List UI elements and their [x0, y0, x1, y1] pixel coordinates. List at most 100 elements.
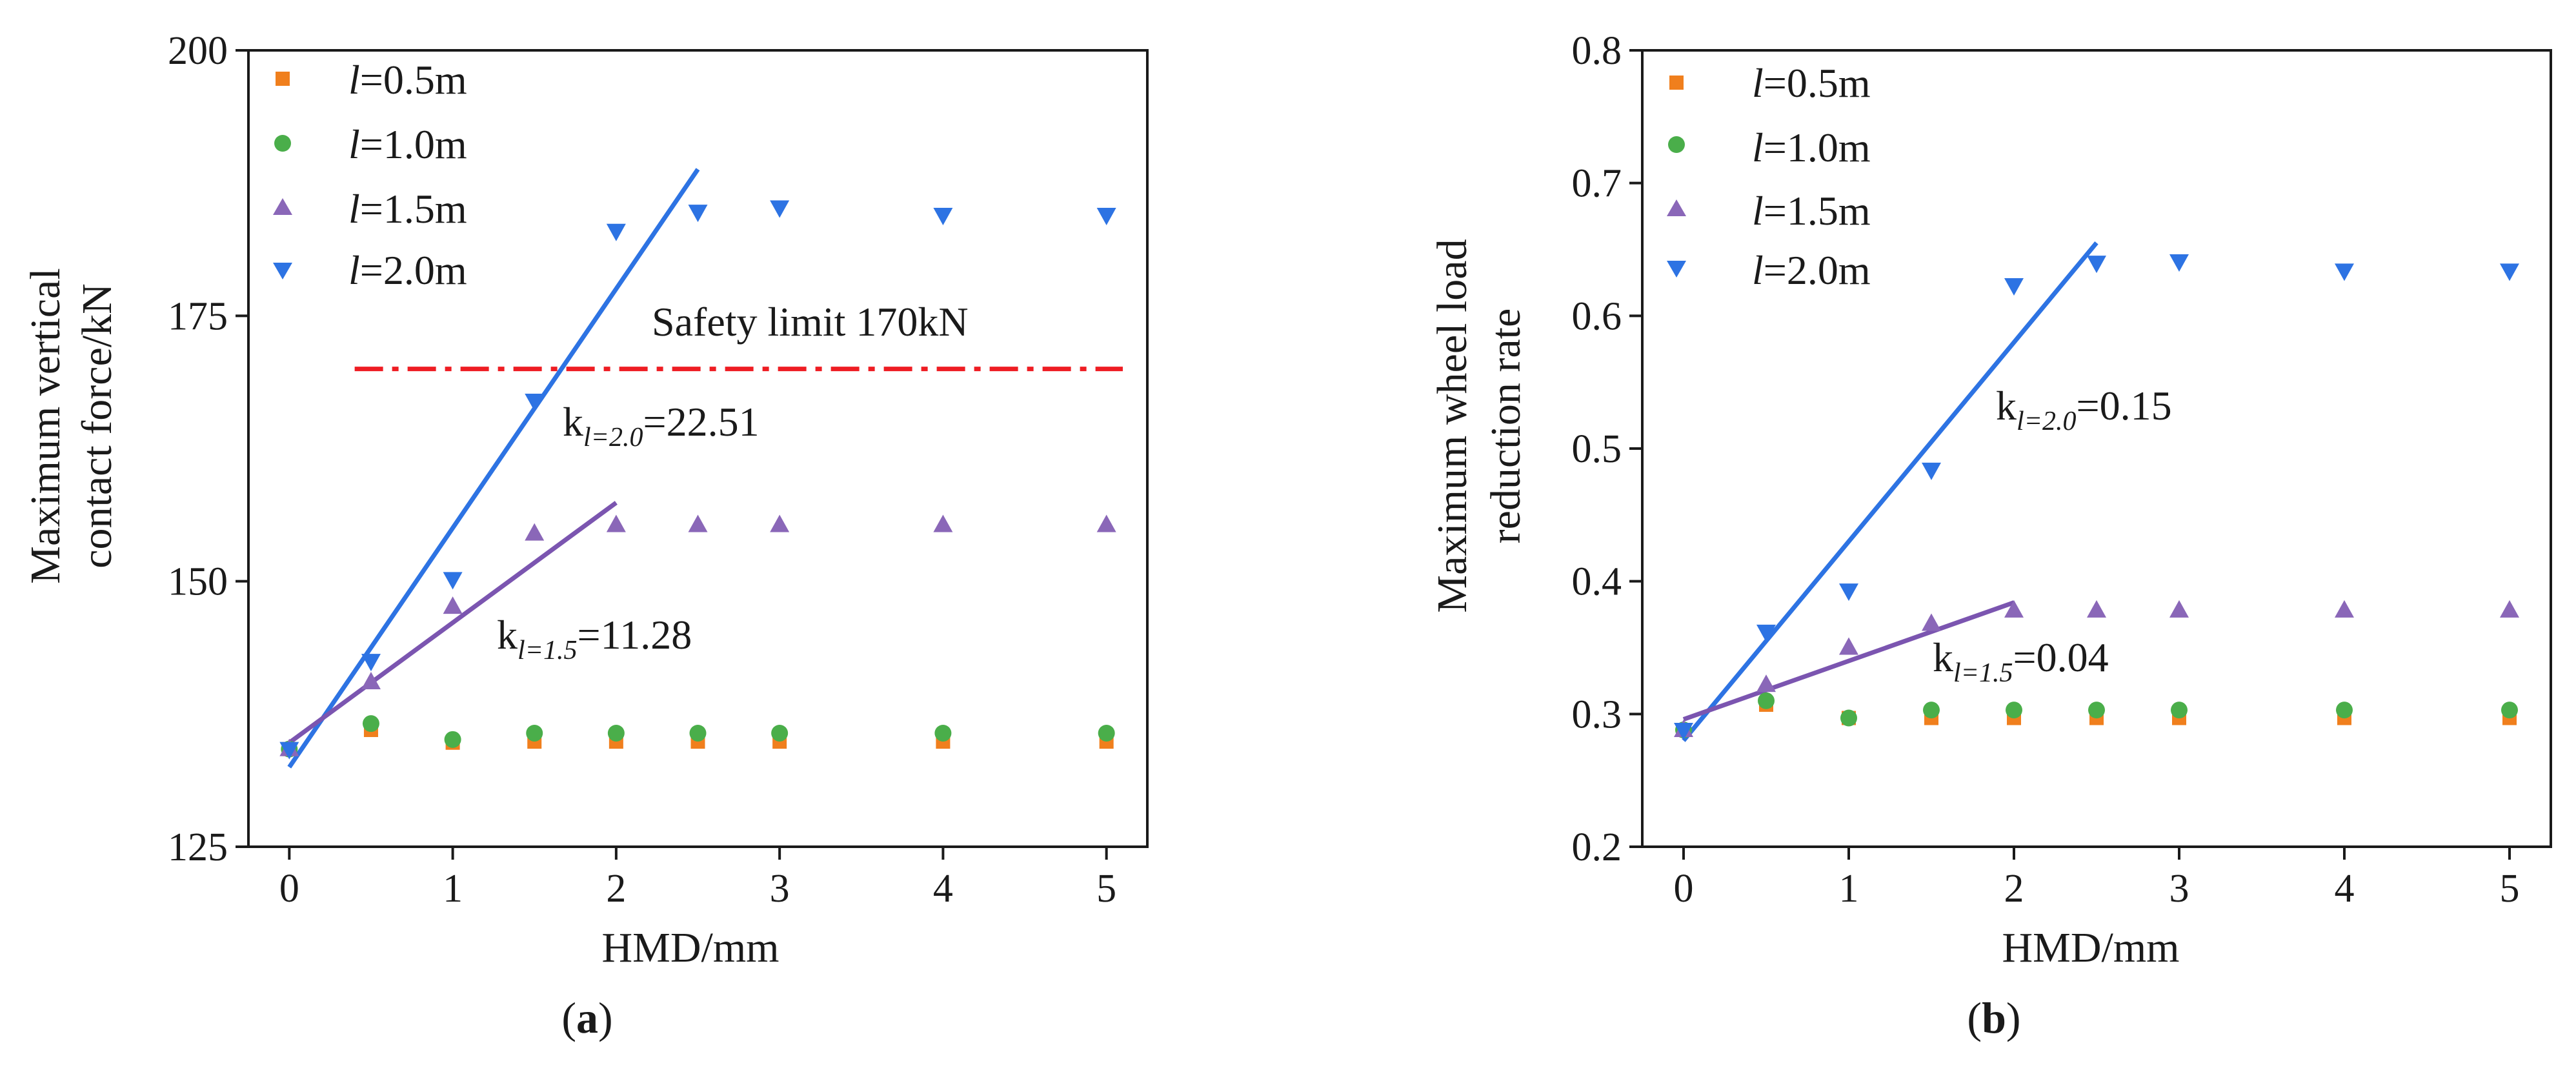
- panel-b-ytick-label-0.2: 0.2: [1572, 825, 1622, 869]
- panel-a-legend-l20-text: =2.0m: [360, 247, 467, 293]
- panel-a-fit-line-l-15: [288, 501, 618, 745]
- svg-text:l=0.5m: l=0.5m: [348, 57, 467, 103]
- panel-a-legend-l10-text: =1.0m: [360, 121, 467, 167]
- panel-a-xlabel: HMD/mm: [601, 924, 779, 971]
- panel-a-caption: (a): [561, 993, 612, 1042]
- panel-b-point-l20-4: [2004, 278, 2024, 296]
- panel-a-point-l20-0: [279, 742, 299, 760]
- panel-b: 0 1 2 3 4 5 0.2 0.3 0.4 0.5 0.6 0.7 0.8 Maximum whee…: [1429, 29, 2552, 1042]
- panel-b-point-l10-6: [2171, 702, 2188, 719]
- panel-b-point-l10-8: [2501, 702, 2518, 719]
- panel-b-point-l15-6: [2169, 600, 2189, 618]
- panel-a-point-l10-5: [689, 724, 707, 742]
- panel-a-legend-marker-l20: [273, 263, 292, 279]
- panel-b-point-l15-5: [2087, 600, 2106, 618]
- svg-text:l=1.0m: l=1.0m: [348, 121, 467, 167]
- panel-b-ytick-label-0.8: 0.8: [1572, 29, 1622, 73]
- panel-b-point-l20-8: [2500, 263, 2519, 281]
- panel-b-legend-item-l05: l=0.5m: [1669, 60, 1871, 106]
- panel-a-xtick-label-1: 1: [443, 867, 463, 911]
- panel-a-fit-l15-label: kl=1.5=11.28: [497, 612, 692, 665]
- panel-b-legend-marker-l15: [1667, 199, 1686, 216]
- panel-a-legend-item-l15: l=1.5m: [273, 186, 467, 232]
- panel-b-point-l10-2: [1840, 709, 1857, 727]
- panel-b-legend-item-l15: l=1.5m: [1667, 188, 1871, 234]
- panel-b-fit-line-l-20: [1682, 241, 2098, 742]
- panel-b-point-l15-8: [2500, 600, 2519, 618]
- panel-a-point-l15-8: [1096, 514, 1116, 532]
- panel-a-safety-limit-label: Safety limit 170kN: [652, 299, 969, 345]
- panel-a-ytick-label-200: 200: [168, 29, 228, 73]
- panel-b-ylabel-line2: reduction rate: [1482, 308, 1529, 544]
- panel-a-ytick-label-125: 125: [168, 825, 228, 869]
- panel-b-point-l15-7: [2335, 600, 2354, 618]
- panel-a-legend-item-l05: l=0.5m: [276, 57, 467, 103]
- panel-a-point-l15-4: [606, 514, 626, 532]
- panel-a-ylabel-line1: Maximum vertical: [22, 268, 69, 583]
- svg-text:l=1.5m: l=1.5m: [1752, 188, 1871, 234]
- panel-a-ylabel-line2: contact force/kN: [74, 283, 121, 569]
- panel-a-xtick-label-2: 2: [606, 867, 626, 911]
- panel-a-xtick-label-4: 4: [933, 867, 953, 911]
- panel-a-point-l15-2: [443, 596, 463, 614]
- panel-a-point-l10-6: [771, 724, 789, 742]
- panel-a-legend-item-l10: l=1.0m: [274, 121, 467, 167]
- panel-b-point-l10-3: [1923, 702, 1940, 719]
- panel-b-ytick-label-0.3: 0.3: [1572, 693, 1622, 736]
- panel-a-point-l20-3: [525, 393, 545, 411]
- panel-b-point-l10-4: [2006, 702, 2022, 719]
- panel-b-xtick-label-3: 3: [2169, 867, 2189, 911]
- panel-b-legend-l20-italic: l: [1752, 247, 1764, 293]
- panel-b-point-l20-2: [1839, 583, 1858, 602]
- svg-text:l=1.5m: l=1.5m: [348, 186, 467, 232]
- svg-text:l=0.5m: l=0.5m: [1752, 60, 1871, 106]
- panel-b-xlabel: HMD/mm: [2002, 924, 2179, 971]
- panel-b-legend-l20-text: =2.0m: [1764, 247, 1871, 293]
- panel-a-point-l10-1: [362, 715, 379, 733]
- panel-b-legend-l15-italic: l: [1752, 188, 1764, 234]
- panel-a-point-l20-7: [933, 208, 953, 226]
- panel-b-legend-l10-text: =1.0m: [1764, 125, 1871, 170]
- panel-a: 0 1 2 3 4 5 125 150 175 200 Maximum vertical cont…: [22, 29, 1149, 1042]
- panel-b-point-l20-6: [2169, 254, 2189, 272]
- panel-b-legend-l15-text: =1.5m: [1764, 188, 1871, 234]
- panel-a-legend-l10-italic: l: [348, 121, 360, 167]
- panel-b-point-l15-3: [1922, 613, 1941, 631]
- panel-b-point-l20-7: [2335, 263, 2354, 281]
- panel-b-point-l20-1: [1756, 624, 1776, 642]
- panel-b-legend-marker-l10: [1668, 136, 1685, 153]
- panel-a-point-l10-8: [1098, 724, 1115, 742]
- panel-b-legend-l05-italic: l: [1752, 60, 1764, 106]
- panel-b-point-l15-2: [1839, 637, 1858, 655]
- panel-a-legend-marker-l05: [276, 72, 290, 86]
- panel-b-fit-l20-label: kl=2.0=0.15: [1996, 383, 2172, 436]
- panel-a-legend-l15-text: =1.5m: [360, 186, 467, 232]
- panel-b-point-l20-0: [1674, 723, 1693, 741]
- panel-a-ytick-label-175: 175: [168, 294, 228, 338]
- panel-b-legend-marker-l20: [1667, 261, 1686, 278]
- panel-b-point-l10-5: [2088, 702, 2105, 719]
- panel-a-ytick-label-150: 150: [168, 560, 228, 604]
- panel-b-xtick-label-4: 4: [2335, 867, 2355, 911]
- panel-a-legend-l05-italic: l: [348, 57, 360, 103]
- panel-a-point-l15-3: [525, 523, 545, 541]
- panel-b-point-l10-1: [1758, 692, 1775, 709]
- panel-b-plot-layer: 0 1 2 3 4 5 0.2 0.3 0.4 0.5 0.6 0.7 0.8: [1572, 29, 2552, 911]
- panel-b-ytick-label-0.6: 0.6: [1572, 294, 1622, 338]
- panel-b-point-l15-4: [2004, 600, 2024, 618]
- panel-a-point-l10-4: [607, 724, 625, 742]
- panel-b-fit-line-l-15: [1682, 600, 2015, 722]
- panel-a-legend-marker-l10: [274, 135, 291, 152]
- svg-text:l=1.0m: l=1.0m: [1752, 125, 1871, 170]
- panel-a-point-l15-1: [361, 671, 381, 689]
- panel-a-point-l15-5: [688, 514, 708, 532]
- panel-a-xtick-label-5: 5: [1096, 867, 1116, 911]
- panel-a-point-l20-1: [361, 654, 381, 672]
- panel-b-legend-item-l20: l=2.0m: [1667, 247, 1871, 293]
- panel-a-fit-line-l-20: [287, 168, 700, 769]
- panel-a-point-l20-2: [443, 572, 463, 590]
- panel-b-xtick-label-0: 0: [1674, 867, 1694, 911]
- panel-b-xtick-label-2: 2: [2004, 867, 2024, 911]
- panel-a-point-l20-8: [1096, 208, 1116, 226]
